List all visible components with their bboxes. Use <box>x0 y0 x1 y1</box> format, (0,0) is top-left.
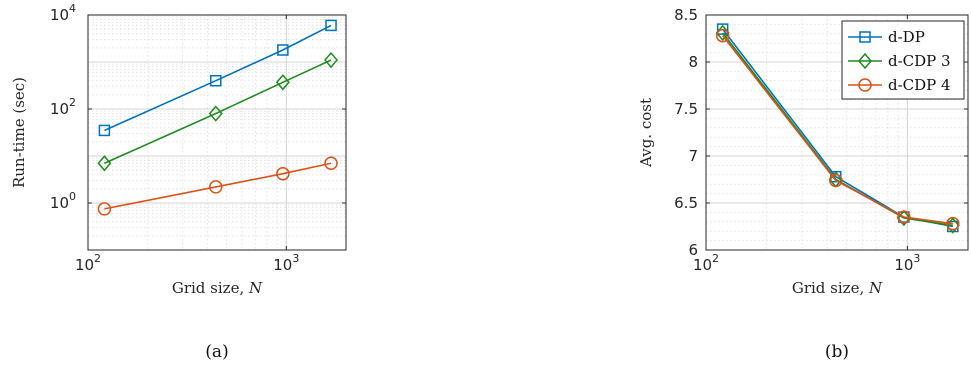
panel-a-series <box>97 19 339 216</box>
series-2 <box>715 28 960 231</box>
circle-marker <box>858 78 872 92</box>
panel-b-plot-frame <box>705 14 969 251</box>
series-1 <box>97 51 339 172</box>
series-0 <box>98 19 337 137</box>
series-line <box>104 24 332 132</box>
circle-marker <box>324 156 338 171</box>
legend-label: d-CDP 4 <box>888 76 951 94</box>
circle-marker <box>897 210 911 224</box>
legend-item: d-CDP 4 <box>848 76 951 94</box>
panel-a-y-axis-label: Run-time (sec) <box>10 77 28 188</box>
y-tick-label: 6 <box>688 241 698 259</box>
square-marker <box>859 31 871 43</box>
panel-a-x-axis-label: Grid size, N <box>172 279 263 297</box>
panel-a-tick-labels: 102 103 100 102 104 <box>50 2 299 274</box>
legend-item: d-DP <box>848 28 925 46</box>
legend-box <box>841 20 965 100</box>
legend-label: d-CDP 3 <box>888 52 951 70</box>
x-tick-label: 102 <box>75 252 101 274</box>
panel-a-caption: (a) <box>205 342 228 362</box>
panel-b-x-axis-label: Grid size, N <box>792 279 883 297</box>
y-tick-label: 104 <box>50 2 76 24</box>
x-tick-label: 103 <box>273 252 299 274</box>
circle-marker <box>276 166 290 181</box>
circle-marker <box>209 180 223 194</box>
series-2 <box>97 156 338 216</box>
panel-a: 102 103 100 102 104 Grid size, N Run-time (s… <box>10 2 347 362</box>
diamond-marker <box>97 155 112 172</box>
series-line <box>722 35 953 225</box>
panel-b-caption: (b) <box>825 342 849 362</box>
legend-item: d-CDP 3 <box>848 52 951 70</box>
series-line <box>104 59 332 165</box>
y-tick-label: 8 <box>688 53 698 71</box>
panel-b-legend: d-DP d-CDP 3 d-CDP 4 <box>841 20 965 100</box>
y-tick-label: 100 <box>50 190 76 212</box>
x-tick-label: 103 <box>894 252 920 274</box>
panel-a-grid <box>87 14 347 251</box>
legend-label: d-DP <box>888 28 925 46</box>
panel-b: 102 103 6 6.5 7 7.5 8 8.5 Grid size, N Avg. cos… <box>637 6 969 362</box>
square-marker <box>210 74 222 87</box>
y-tick-label: 8.5 <box>674 6 698 24</box>
panel-b-tick-labels: 102 103 6 6.5 7 7.5 8 8.5 <box>674 6 920 274</box>
series-line <box>104 162 332 210</box>
diamond-marker <box>324 51 339 69</box>
circle-marker <box>97 202 112 216</box>
square-marker <box>98 124 111 137</box>
diamond-marker <box>858 52 872 70</box>
circle-marker <box>715 28 730 43</box>
x-tick-label: 102 <box>693 252 719 274</box>
circle-marker <box>829 173 843 188</box>
panel-b-y-axis-label: Avg. cost <box>637 98 655 168</box>
panel-a-plot-frame <box>87 14 347 251</box>
square-marker <box>325 19 337 32</box>
y-tick-label: 6.5 <box>674 194 698 212</box>
y-tick-label: 102 <box>50 96 76 118</box>
y-tick-label: 7 <box>688 147 698 165</box>
y-tick-label: 7.5 <box>674 100 698 118</box>
diamond-marker <box>208 105 223 122</box>
diamond-marker <box>275 74 290 91</box>
panel-b-series <box>715 23 960 234</box>
circle-marker <box>946 216 960 231</box>
square-marker <box>277 44 289 56</box>
